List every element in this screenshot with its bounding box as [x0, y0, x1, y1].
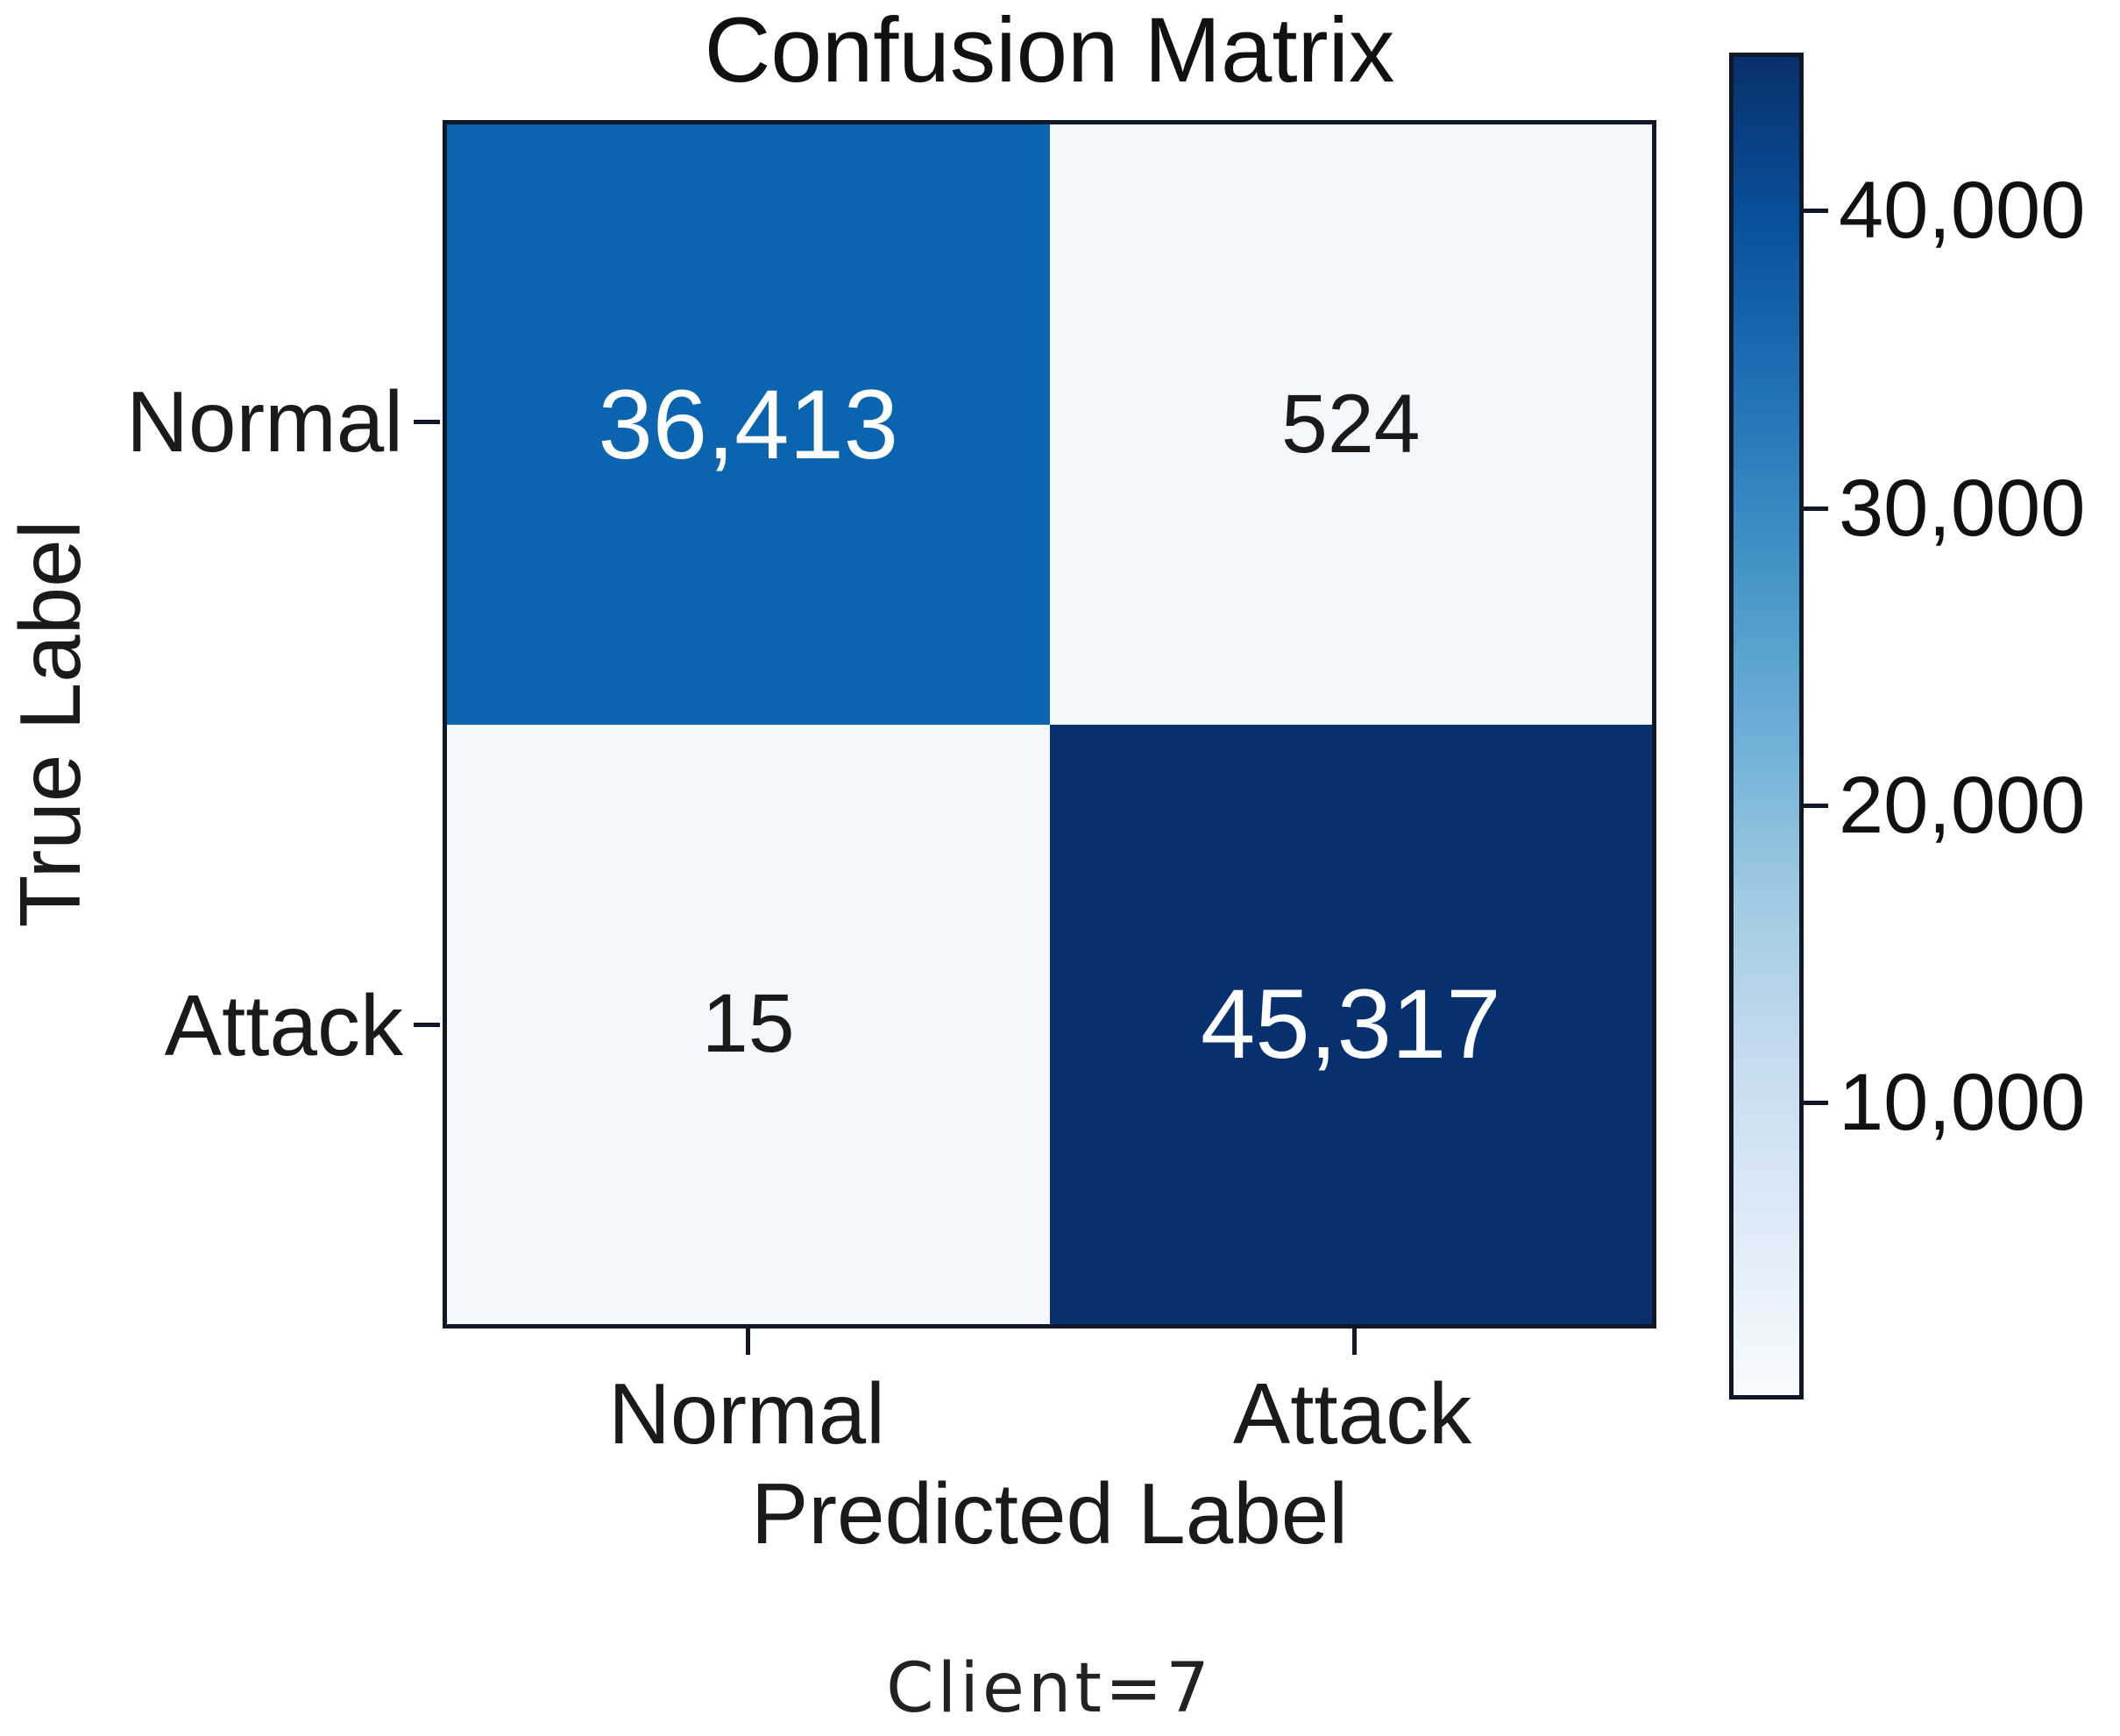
y-tick-mark-attack: [414, 1023, 440, 1027]
heatmap-plot-area: 36,413 524 15 45,317: [443, 120, 1656, 1329]
colorbar: [1729, 53, 1804, 1399]
colorbar-tick-mark: [1800, 1100, 1828, 1105]
x-tick-mark-normal: [746, 1329, 750, 1355]
x-tick-label-attack: Attack: [1232, 1365, 1472, 1462]
colorbar-tick-label: 40,000: [1839, 166, 2086, 256]
matrix-cell-true-normal-pred-normal: 36,413: [447, 124, 1050, 725]
colorbar-tick-label: 30,000: [1839, 463, 2086, 553]
y-axis-title: True Label: [2, 520, 98, 928]
y-tick-label-normal: Normal: [126, 373, 403, 470]
x-tick-label-normal: Normal: [608, 1365, 885, 1462]
matrix-cell-true-normal-pred-attack: 524: [1049, 124, 1652, 725]
x-axis-title: Predicted Label: [750, 1465, 1349, 1562]
colorbar-tick-label: 10,000: [1839, 1057, 2086, 1147]
y-tick-label-attack: Attack: [164, 977, 403, 1073]
x-tick-mark-attack: [1352, 1329, 1357, 1355]
figure-caption: Client=7: [886, 1649, 1213, 1728]
matrix-cell-true-attack-pred-normal: 15: [447, 724, 1050, 1324]
matrix-cell-true-attack-pred-attack: 45,317: [1049, 724, 1652, 1324]
colorbar-tick-mark: [1800, 506, 1828, 511]
colorbar-tick-mark: [1800, 803, 1828, 808]
chart-title: Confusion Matrix: [704, 0, 1395, 102]
colorbar-tick-mark: [1800, 209, 1828, 214]
colorbar-tick-label: 20,000: [1839, 760, 2086, 850]
y-tick-mark-normal: [414, 420, 440, 424]
